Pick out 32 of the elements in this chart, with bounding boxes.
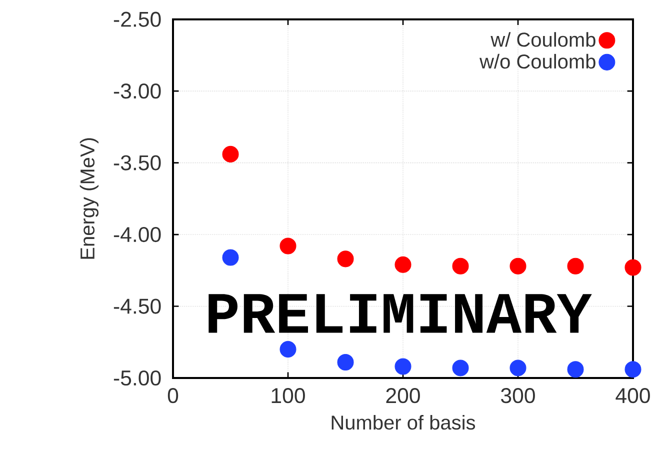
y-tick-label: -5.00 xyxy=(114,370,161,386)
x-tick-label: 0 xyxy=(168,388,178,404)
annotation: PRELIMINARY xyxy=(208,294,592,333)
point xyxy=(337,250,354,268)
y-axis-title: Energy (MeV) xyxy=(80,138,98,259)
point xyxy=(624,259,642,276)
point xyxy=(452,360,469,376)
legend-label: w/o Coulomb xyxy=(480,54,596,69)
point xyxy=(394,256,412,273)
point xyxy=(510,360,526,376)
point xyxy=(452,258,469,274)
x-axis-title: Number of basis xyxy=(332,414,476,430)
y-tick-label: -4.50 xyxy=(114,298,161,314)
point xyxy=(567,258,584,274)
point xyxy=(222,146,239,162)
x-tick-label: 100 xyxy=(272,388,305,404)
point xyxy=(280,341,296,358)
point xyxy=(280,238,296,254)
y-tick-label: -2.50 xyxy=(114,12,161,27)
y-tick-label: -3.50 xyxy=(114,155,161,170)
point xyxy=(337,354,354,370)
point xyxy=(624,361,642,378)
x-tick-label: 300 xyxy=(501,388,535,404)
point xyxy=(510,258,526,274)
y-tick-label: -3.00 xyxy=(114,84,161,99)
y-tick-label: -4.00 xyxy=(114,226,161,242)
x-tick-label: 400 xyxy=(616,388,650,404)
point xyxy=(567,361,584,378)
point xyxy=(222,249,239,266)
point xyxy=(394,358,412,375)
legend-label: w/ Coulomb xyxy=(490,32,596,47)
x-tick-label: 200 xyxy=(386,388,420,404)
